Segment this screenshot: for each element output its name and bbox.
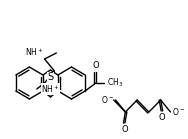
Text: NH$^+$: NH$^+$ — [41, 83, 60, 95]
Text: S: S — [47, 72, 54, 82]
Text: O: O — [121, 125, 128, 134]
Text: O: O — [92, 61, 99, 70]
Text: O: O — [158, 113, 165, 122]
Text: O$^-$: O$^-$ — [101, 94, 114, 105]
Text: NH$^+$: NH$^+$ — [25, 46, 44, 58]
Text: CH$_3$: CH$_3$ — [107, 77, 123, 89]
Text: O$^-$: O$^-$ — [172, 106, 186, 116]
